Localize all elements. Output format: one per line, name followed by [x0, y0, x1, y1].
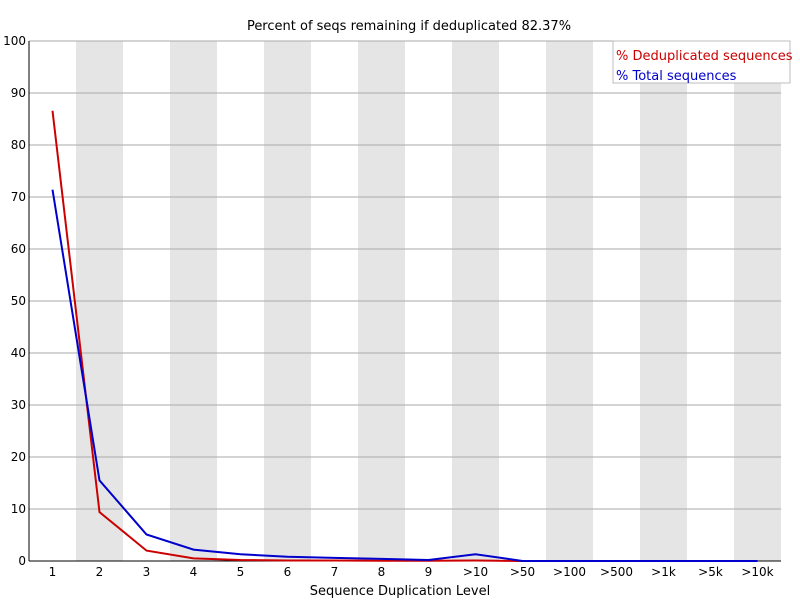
- legend: % Deduplicated sequences % Total sequenc…: [612, 40, 793, 84]
- y-tick-60: 60: [11, 242, 26, 256]
- x-tick-12: >500: [600, 565, 633, 579]
- x-tick-6: 7: [331, 565, 339, 579]
- y-tick-80: 80: [11, 138, 26, 152]
- chart-title: Percent of seqs remaining if deduplicate…: [247, 19, 571, 34]
- x-tick-13: >1k: [651, 565, 676, 579]
- y-tick-10: 10: [11, 502, 26, 516]
- x-tick-labels: 1 2 3 4 5 6 7 8 9 >10 >50 >100 >500 >1k >5k >10k: [49, 565, 774, 579]
- x-tick-15: >10k: [741, 565, 773, 579]
- y-tick-40: 40: [11, 346, 26, 360]
- y-tick-90: 90: [11, 86, 26, 100]
- y-tick-50: 50: [11, 294, 26, 308]
- y-tick-0: 0: [18, 554, 26, 568]
- x-axis-label: Sequence Duplication Level: [310, 584, 490, 599]
- x-tick-14: >5k: [698, 565, 723, 579]
- y-tick-20: 20: [11, 450, 26, 464]
- x-tick-2: 3: [143, 565, 151, 579]
- legend-box: [612, 40, 791, 84]
- y-tick-labels: 0 10 20 30 40 50 60 70 80 90 100: [3, 34, 26, 568]
- y-tick-30: 30: [11, 398, 26, 412]
- y-tick-70: 70: [11, 190, 26, 204]
- x-tick-8: 9: [425, 565, 433, 579]
- y-tick-100: 100: [3, 34, 26, 48]
- series-line-1: [51, 189, 758, 562]
- x-tick-1: 2: [96, 565, 104, 579]
- x-tick-5: 6: [284, 565, 292, 579]
- x-tick-10: >50: [510, 565, 535, 579]
- gridlines: [29, 40, 781, 510]
- legend-entry-deduplicated: % Deduplicated sequences: [616, 49, 793, 64]
- x-tick-4: 5: [237, 565, 245, 579]
- series-lines: [51, 110, 758, 562]
- x-tick-3: 4: [190, 565, 198, 579]
- legend-entry-total: % Total sequences: [616, 69, 737, 84]
- x-tick-11: >100: [553, 565, 586, 579]
- x-tick-0: 1: [49, 565, 57, 579]
- x-tick-9: >10: [463, 565, 488, 579]
- x-tick-7: 8: [378, 565, 386, 579]
